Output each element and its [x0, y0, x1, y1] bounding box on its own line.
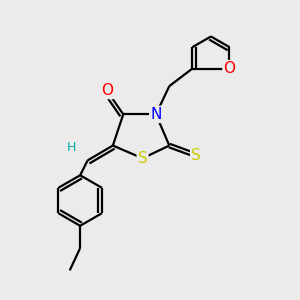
Text: O: O	[101, 83, 113, 98]
Text: S: S	[138, 151, 147, 166]
Text: H: H	[67, 141, 76, 154]
Text: O: O	[224, 61, 236, 76]
Text: N: N	[150, 107, 162, 122]
Text: S: S	[191, 148, 201, 163]
